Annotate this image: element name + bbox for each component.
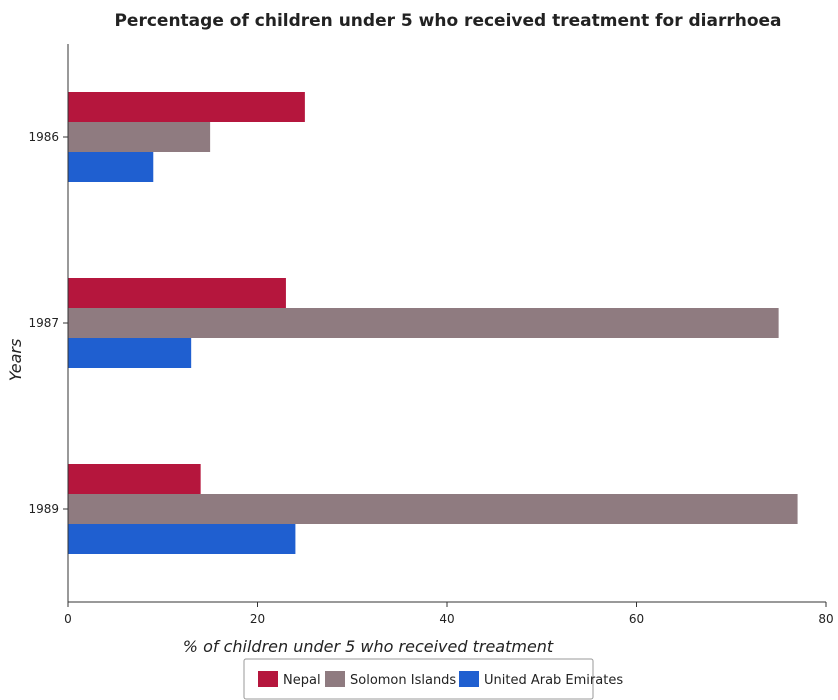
bar-solomon-islands-1986 (68, 122, 211, 152)
legend-swatch-nepal (258, 671, 278, 687)
chart-title: Percentage of children under 5 who recei… (114, 11, 781, 31)
bar-nepal-1987 (68, 278, 286, 308)
bar-solomon-islands-1987 (68, 308, 779, 338)
legend-label-solomon-islands: Solomon Islands (350, 673, 456, 688)
x-axis-label: % of children under 5 who received treat… (183, 637, 554, 656)
legend-box (243, 658, 594, 700)
x-tick-label-0: 0 (64, 612, 72, 626)
y-axis-label: Years (6, 339, 25, 382)
x-tick-label-60: 60 (629, 612, 644, 626)
legend-label-united-arab-emirates: United Arab Emirates (484, 673, 623, 688)
plot-area: 1986 1987 1989 0 20 40 60 80 (28, 44, 834, 626)
bar-solomon-islands-1989 (68, 494, 798, 524)
bar-nepal-1986 (68, 92, 305, 122)
bar-united-arab-emirates-1986 (68, 152, 154, 182)
y-tick-label-1986: 1986 (28, 130, 59, 144)
legend-swatch-solomon-islands (325, 671, 345, 687)
bar-nepal-1989 (68, 464, 201, 494)
legend-label-nepal: Nepal (283, 673, 321, 688)
legend-swatch-united-arab-emirates (459, 671, 479, 687)
x-tick-label-40: 40 (439, 612, 454, 626)
x-tick-label-80: 80 (818, 612, 833, 626)
bar-united-arab-emirates-1987 (68, 338, 192, 368)
y-tick-label-1989: 1989 (28, 502, 59, 516)
y-tick-label-1987: 1987 (28, 316, 59, 330)
legend: Nepal Solomon Islands United Arab Emirates (243, 658, 623, 700)
bar-united-arab-emirates-1989 (68, 524, 296, 554)
x-tick-label-20: 20 (250, 612, 265, 626)
